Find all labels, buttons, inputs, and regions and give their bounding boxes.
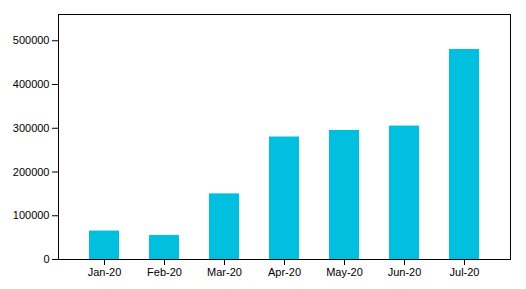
svg-text:May-20: May-20 <box>326 266 363 278</box>
svg-text:400000: 400000 <box>13 78 50 90</box>
svg-text:Jul-20: Jul-20 <box>450 266 480 278</box>
svg-text:Jun-20: Jun-20 <box>388 266 422 278</box>
svg-text:Apr-20: Apr-20 <box>268 266 301 278</box>
svg-text:100000: 100000 <box>13 209 50 221</box>
svg-text:200000: 200000 <box>13 166 50 178</box>
svg-text:300000: 300000 <box>13 122 50 134</box>
svg-text:Mar-20: Mar-20 <box>207 266 242 278</box>
svg-text:Feb-20: Feb-20 <box>147 266 182 278</box>
svg-text:0: 0 <box>43 253 49 265</box>
svg-text:Jan-20: Jan-20 <box>88 266 122 278</box>
svg-text:500000: 500000 <box>13 34 50 46</box>
